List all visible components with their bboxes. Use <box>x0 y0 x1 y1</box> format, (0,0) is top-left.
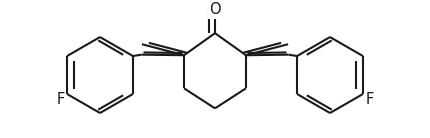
Text: O: O <box>209 2 221 17</box>
Text: F: F <box>365 92 374 107</box>
Text: F: F <box>56 92 65 107</box>
